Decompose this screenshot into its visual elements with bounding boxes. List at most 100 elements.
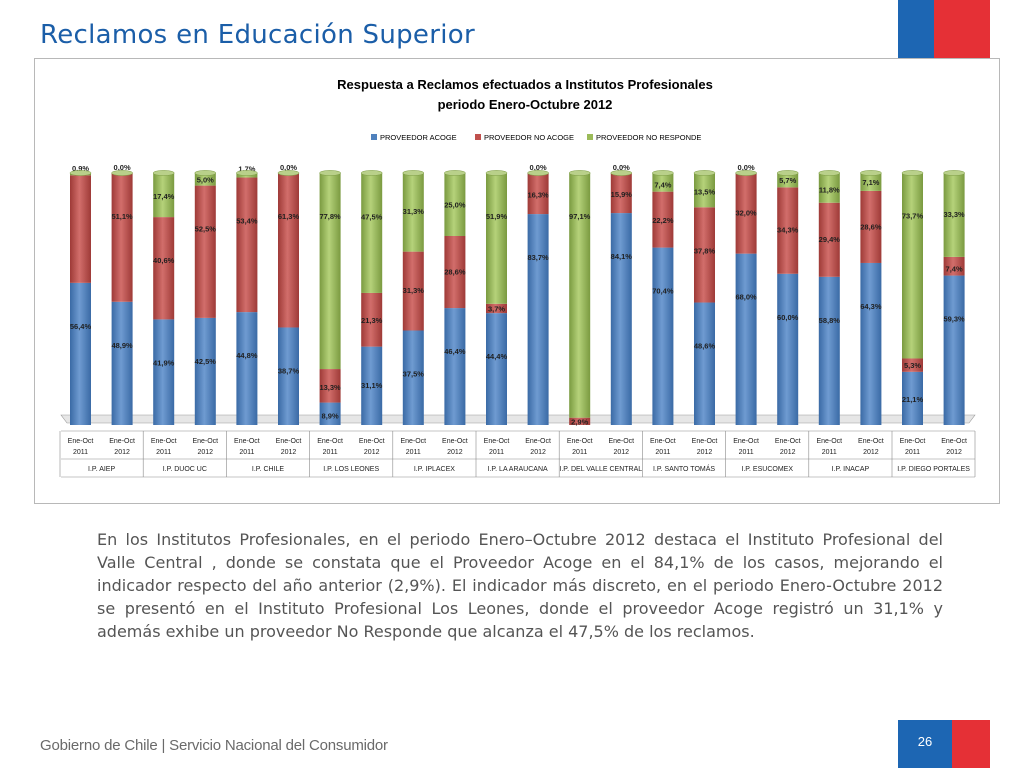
- data-label-5-0-2: 51,9%: [486, 212, 508, 221]
- tick-year-8: 2011: [406, 449, 421, 456]
- tick-year-20: 2011: [905, 449, 920, 456]
- bar-segment-8-0-0: [735, 253, 757, 425]
- data-label-1-1-0: 42,5%: [195, 357, 217, 366]
- tick-period-14: Ene-Oct: [650, 438, 676, 445]
- data-label-8-0-1: 32,0%: [735, 208, 757, 217]
- page-number: 26: [917, 734, 933, 749]
- tick-period-7: Ene-Oct: [359, 438, 385, 445]
- legend-swatch-2: [587, 134, 593, 140]
- chart-title-line-2: periodo Enero-Octubre 2012: [438, 97, 613, 112]
- bar-segment-4-0-0: [402, 330, 424, 425]
- data-label-5-1-0: 83,7%: [527, 253, 549, 262]
- bar-segment-4-0-2: [402, 172, 424, 252]
- data-label-8-0-2: 0,0%: [738, 163, 755, 172]
- bar-segment-0-1-1: [111, 173, 133, 302]
- group-label-5: I.P. LA ARAUCANA: [488, 466, 549, 473]
- data-label-9-1-0: 64,3%: [860, 302, 882, 311]
- group-label-9: I.P. INACAP: [832, 466, 870, 473]
- data-label-9-1-2: 7,1%: [862, 178, 879, 187]
- bar-segment-3-0-2: [319, 173, 341, 370]
- bar-segment-7-1-2: [694, 173, 715, 208]
- bar-cap-7-1: [693, 170, 716, 176]
- bar-segment-5-0-1: [486, 303, 507, 314]
- chart-container: Respuesta a Reclamos efectuados a Instit…: [34, 58, 1000, 504]
- footer-flag-blue: [898, 720, 952, 768]
- tick-period-8: Ene-Oct: [400, 438, 426, 445]
- data-label-10-1-2: 33,3%: [943, 210, 965, 219]
- tick-year-7: 2012: [364, 449, 380, 456]
- tick-year-21: 2012: [946, 449, 962, 456]
- bar-segment-2-0-1: [236, 177, 258, 313]
- tick-period-20: Ene-Oct: [900, 438, 926, 445]
- data-label-8-1-1: 34,3%: [777, 225, 799, 234]
- bar-segment-6-1-1: [610, 173, 632, 214]
- data-label-2-1-0: 38,7%: [278, 366, 300, 375]
- data-label-6-1-1: 15,9%: [611, 190, 633, 199]
- data-label-0-0-2: 0,9%: [72, 164, 89, 173]
- group-label-10: I.P. DIEGO PORTALES: [897, 466, 970, 473]
- tick-period-17: Ene-Oct: [775, 438, 801, 445]
- data-label-5-0-1: 3,7%: [488, 304, 505, 313]
- data-label-1-0-2: 17,4%: [153, 192, 175, 201]
- data-label-1-0-1: 40,6%: [153, 256, 175, 265]
- bar-cap-8-0: [735, 170, 757, 176]
- data-label-4-1-1: 28,6%: [444, 267, 466, 276]
- tick-period-10: Ene-Oct: [484, 438, 510, 445]
- bar-segment-1-1-0: [194, 317, 216, 425]
- tick-period-5: Ene-Oct: [276, 438, 302, 445]
- bar-segment-8-0-1: [735, 173, 757, 254]
- group-label-7: I.P. SANTO TOMÁS: [653, 464, 715, 473]
- bar-cap-2-0: [236, 170, 258, 176]
- data-label-8-0-0: 68,0%: [735, 293, 757, 302]
- bar-cap-3-0: [319, 170, 341, 176]
- footer-flag-red: [952, 720, 990, 768]
- data-label-10-1-1: 7,4%: [946, 264, 963, 273]
- bar-segment-0-0-1: [70, 175, 91, 283]
- bar-segment-2-1-0: [278, 327, 299, 425]
- footer-brand: Gobierno de Chile | Servicio Nacional de…: [40, 737, 388, 754]
- bar-segment-4-1-1: [444, 236, 466, 309]
- data-label-4-0-0: 37,5%: [403, 370, 425, 379]
- bar-segment-8-1-0: [777, 273, 799, 425]
- bar-segment-9-1-1: [860, 190, 882, 263]
- bar-segment-3-1-1: [361, 292, 383, 347]
- tick-period-12: Ene-Oct: [567, 438, 593, 445]
- bar-cap-6-0: [568, 170, 591, 176]
- data-label-9-0-1: 29,4%: [819, 235, 841, 244]
- bar-segment-6-0-1: [569, 417, 591, 425]
- data-label-2-1-2: 0,0%: [280, 163, 297, 172]
- legend-label-2: PROVEEDOR NO RESPONDE: [596, 133, 701, 142]
- tick-year-3: 2012: [198, 449, 214, 456]
- data-label-2-0-1: 53,4%: [236, 217, 258, 226]
- bar-segment-1-0-2: [153, 173, 175, 218]
- bar-cap-3-1: [360, 170, 383, 176]
- flag-stripe-red: [934, 0, 990, 58]
- bar-segment-4-0-1: [402, 251, 424, 331]
- group-label-4: I.P. IPLACEX: [414, 466, 455, 473]
- tick-year-6: 2011: [323, 449, 338, 456]
- data-label-8-1-2: 5,7%: [779, 176, 796, 185]
- data-label-3-1-0: 31,1%: [361, 381, 383, 390]
- data-label-6-0-2: 97,1%: [569, 212, 591, 221]
- bar-segment-10-1-1: [943, 256, 965, 276]
- data-label-5-0-0: 44,4%: [486, 352, 508, 361]
- tick-period-11: Ene-Oct: [525, 438, 551, 445]
- bar-cap-0-0: [69, 170, 92, 176]
- bar-segment-1-0-0: [153, 319, 175, 425]
- group-label-2: I.P. CHILE: [252, 466, 284, 473]
- data-label-3-0-2: 77,8%: [319, 212, 341, 221]
- tick-year-11: 2012: [530, 449, 546, 456]
- tick-period-6: Ene-Oct: [317, 438, 343, 445]
- bar-segment-1-1-1: [194, 185, 216, 318]
- tick-period-19: Ene-Oct: [858, 438, 884, 445]
- stacked-bar-chart: Respuesta a Reclamos efectuados a Instit…: [59, 77, 976, 478]
- data-label-6-0-1: 2,9%: [571, 417, 588, 426]
- flag-stripe-blue: [898, 0, 934, 58]
- data-label-9-0-0: 58,8%: [819, 316, 841, 325]
- bar-segment-5-1-0: [527, 214, 549, 425]
- bar-segment-3-0-1: [319, 369, 341, 403]
- tick-period-15: Ene-Oct: [692, 438, 718, 445]
- group-label-1: I.P. DUOC UC: [163, 466, 207, 473]
- data-label-0-1-1: 51,1%: [111, 212, 133, 221]
- bar-segment-7-1-0: [694, 302, 715, 425]
